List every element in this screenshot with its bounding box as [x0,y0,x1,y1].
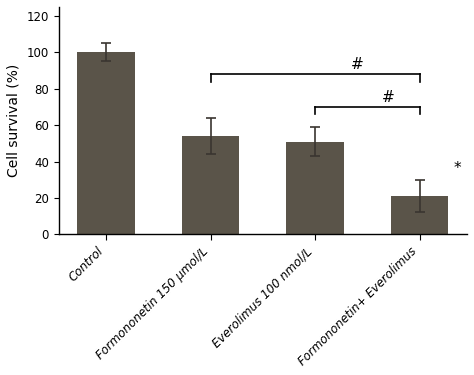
Bar [77,53,135,234]
Bar [391,196,448,234]
Text: #: # [351,57,364,72]
Bar [286,141,344,234]
Text: *: * [453,161,461,176]
Bar [182,136,239,234]
Text: #: # [382,90,395,105]
Y-axis label: Cell survival (%): Cell survival (%) [7,64,21,177]
